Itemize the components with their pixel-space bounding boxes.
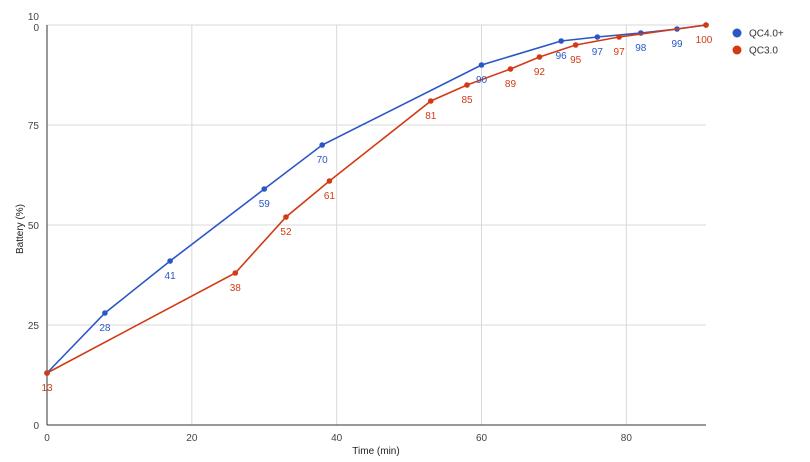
y-tick-label: 0 (33, 23, 39, 34)
legend-label: QC3.0 (749, 46, 778, 57)
data-label: 28 (99, 323, 111, 334)
data-point (536, 54, 543, 60)
y-tick-label: 10 (28, 12, 40, 23)
data-label: 59 (259, 199, 271, 210)
data-point (558, 38, 564, 44)
x-tick-label: 0 (44, 433, 50, 444)
data-label: 98 (635, 43, 647, 54)
x-axis-title: Time (min) (352, 446, 399, 457)
series-line-qc3-0 (46, 24, 707, 374)
y-axis-title: Battery (%) (15, 204, 26, 254)
legend: QC4.0+ QC3.0 (732, 28, 784, 57)
data-point (319, 142, 325, 148)
legend-label: QC4.0+ (749, 29, 784, 40)
data-point (594, 34, 601, 40)
data-point (261, 186, 268, 192)
data-label: 81 (425, 111, 437, 122)
y-tick-label: 25 (28, 321, 40, 332)
data-labels: 28 41 59 70 90 96 97 98 99 13 38 52 61 81 85 89 92 95 97 10… (41, 35, 712, 394)
data-label: 92 (534, 67, 546, 78)
data-label: 61 (324, 191, 336, 202)
data-point (232, 270, 239, 276)
data-label: 97 (592, 47, 604, 58)
data-label: 95 (570, 55, 582, 66)
series-lines (44, 22, 709, 376)
y-tick-label: 0 (33, 421, 39, 432)
data-point (464, 82, 470, 88)
data-point (167, 258, 173, 264)
data-label: 41 (165, 271, 177, 282)
data-point (44, 370, 50, 376)
legend-marker (732, 45, 742, 55)
data-label: 99 (671, 39, 683, 50)
data-point (703, 22, 709, 28)
y-tick-label: 75 (28, 121, 40, 132)
data-label: 85 (461, 95, 473, 106)
grid-lines (47, 24, 706, 425)
data-label: 89 (505, 79, 517, 90)
data-label: 100 (696, 35, 713, 46)
data-label: 96 (556, 51, 568, 62)
data-label: 70 (317, 155, 329, 166)
data-point (507, 66, 514, 72)
data-point (478, 62, 485, 68)
legend-marker (732, 28, 742, 38)
data-point (283, 214, 289, 220)
y-tick-label: 50 (28, 221, 40, 232)
data-point (102, 310, 108, 316)
data-point (326, 178, 333, 184)
x-tick-label: 80 (621, 433, 633, 444)
x-tick-label: 40 (331, 433, 343, 444)
data-label: 90 (476, 75, 488, 86)
data-point (428, 98, 434, 104)
x-tick-label: 60 (476, 433, 488, 444)
x-tick-label: 20 (186, 433, 198, 444)
data-point (616, 34, 622, 40)
data-label: 38 (230, 283, 242, 294)
data-label: 97 (614, 47, 626, 58)
data-label: 52 (280, 227, 292, 238)
data-label: 13 (41, 383, 53, 394)
data-point (572, 42, 579, 48)
